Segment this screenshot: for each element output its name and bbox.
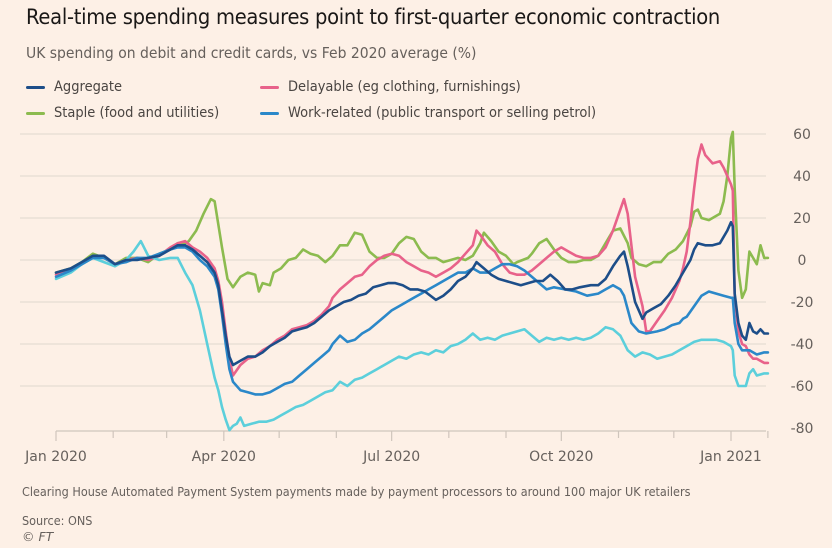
series-lines [54,130,770,432]
legend-item-work-related: Work-related (public transport or sellin… [260,105,630,121]
x-axis: Jan 2020 Apr 2020 Jul 2020 Oct 2020 Jan 2021 [24,430,769,465]
y-tick-label: -60 [791,379,814,395]
legend-swatch-work-related [260,111,279,115]
legend-swatch-aggregate [26,85,45,89]
legend-item-staple: Staple (food and utilities) [26,105,238,121]
y-tick-label: -20 [791,295,814,311]
series-line-unlabelled [54,239,770,432]
legend-label: Delayable (eg clothing, furnishings) [288,79,521,95]
x-tick-label: Oct 2020 [529,449,593,465]
chart-footnote: Clearing House Automated Payment System … [22,484,691,499]
legend-swatch-staple [26,111,45,115]
x-tick-label: Jan 2021 [699,449,762,465]
chart-copyright: © FT [22,529,54,544]
x-tick-label: Jul 2020 [362,449,420,465]
chart-subtitle: UK spending on debit and credit cards, v… [26,44,477,62]
y-tick-label: 40 [793,169,811,185]
legend-label: Work-related (public transport or sellin… [288,105,597,121]
legend: Aggregate Delayable (eg clothing, furnis… [26,79,646,127]
y-tick-label: -40 [791,337,814,353]
legend-label: Aggregate [54,79,123,95]
series-line-work-related [54,246,770,396]
y-tick-label: 0 [798,253,807,269]
x-tick-label: Jan 2020 [24,449,87,465]
legend-item-aggregate: Aggregate [26,79,130,95]
chart-title: Real-time spending measures point to fir… [26,5,721,29]
series-line-aggregate [54,220,770,367]
legend-item-delayable: Delayable (eg clothing, furnishings) [260,79,547,95]
series-line-staple [54,130,770,300]
chart-source: Source: ONS [22,513,93,528]
y-tick-label: 20 [793,211,811,227]
legend-label: Staple (food and utilities) [54,105,220,121]
y-axis: 60 40 20 0 -20 -40 -60 -80 [791,127,814,437]
x-tick-label: Apr 2020 [192,449,256,465]
y-tick-label: 60 [793,127,811,143]
y-tick-label: -80 [791,421,814,437]
legend-swatch-delayable [260,85,279,89]
